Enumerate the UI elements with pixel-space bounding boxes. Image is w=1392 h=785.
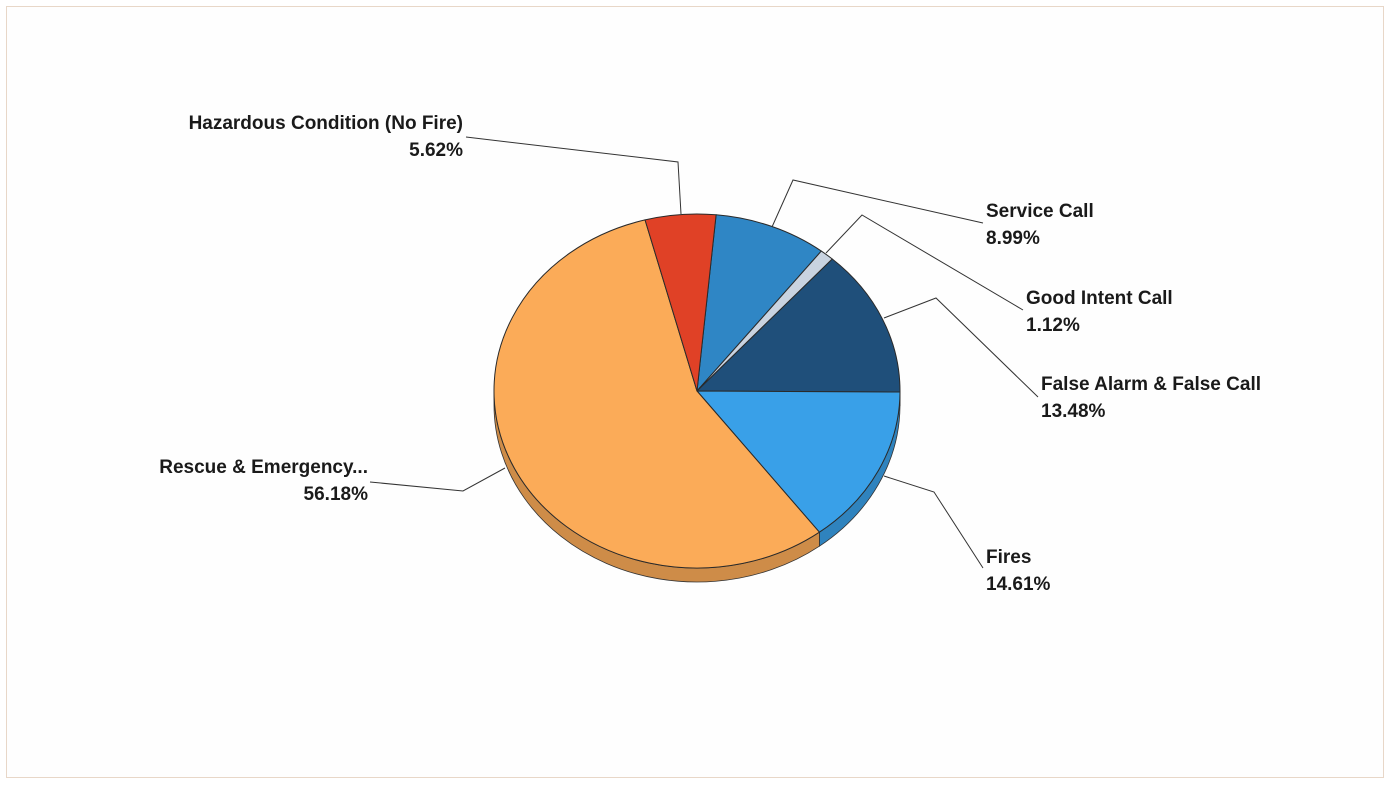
label-false-alarm: False Alarm & False Call 13.48% [1041, 374, 1261, 422]
leader-service-call [771, 179, 984, 228]
slice-label: Rescue & Emergency... [159, 457, 368, 478]
slice-percent: 14.61% [986, 574, 1051, 595]
label-fires: Fires 14.61% [986, 547, 1051, 595]
slice-percent: 5.62% [409, 140, 463, 161]
slice-percent: 56.18% [304, 484, 369, 505]
slice-percent: 13.48% [1041, 401, 1106, 422]
leader-hazardous [465, 136, 682, 215]
slice-percent: 8.99% [986, 228, 1040, 249]
slice-hazardous-condition-no-fire [644, 213, 717, 392]
leader-good-intent [825, 214, 1024, 311]
slice-false-alarm-false-call [696, 258, 901, 393]
label-hazardous: Hazardous Condition (No Fire) 5.62% [189, 113, 464, 161]
label-service-call: Service Call 8.99% [986, 201, 1094, 249]
slice-label: False Alarm & False Call [1041, 374, 1261, 395]
slice-label: Fires [986, 547, 1031, 568]
label-good-intent: Good Intent Call 1.12% [1026, 288, 1173, 336]
slice-label: Hazardous Condition (No Fire) [189, 113, 463, 134]
leader-rescue [369, 467, 506, 492]
label-rescue: Rescue & Emergency... 56.18% [159, 457, 368, 505]
leader-fires [883, 475, 984, 569]
slice-rescue-emergency [493, 219, 820, 569]
slice-fires [696, 390, 901, 533]
slice-label: Good Intent Call [1026, 288, 1173, 309]
leader-false-alarm [883, 297, 1039, 398]
slice-percent: 1.12% [1026, 315, 1080, 336]
slice-service-call [696, 214, 822, 392]
slice-label: Service Call [986, 201, 1094, 222]
